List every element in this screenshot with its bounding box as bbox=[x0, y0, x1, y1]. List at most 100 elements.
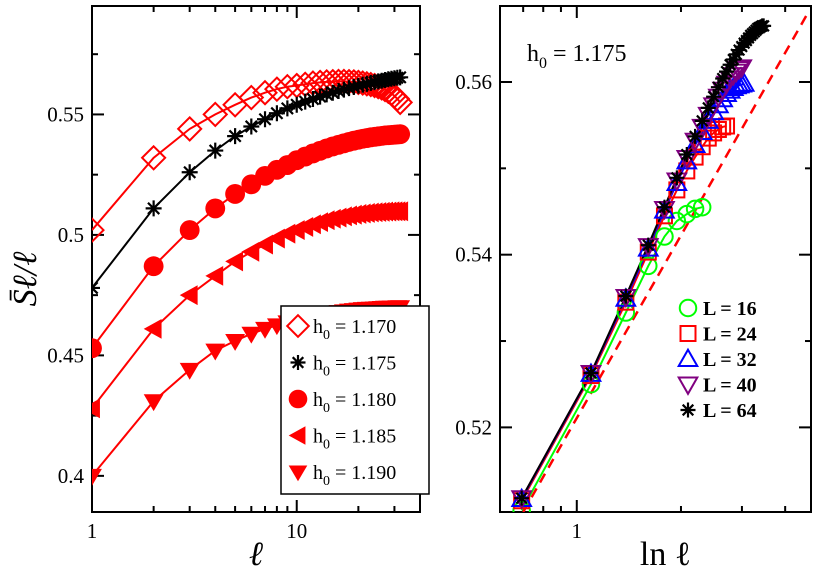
data-point bbox=[655, 227, 674, 246]
data-point bbox=[304, 91, 321, 108]
data-point bbox=[694, 113, 710, 129]
data-point bbox=[238, 84, 265, 111]
data-point bbox=[639, 256, 658, 276]
data-point bbox=[715, 71, 731, 87]
data-point bbox=[719, 64, 735, 80]
data-point bbox=[312, 88, 329, 105]
plot-area bbox=[510, 9, 811, 512]
legend-marker bbox=[285, 313, 311, 339]
legend-marker bbox=[288, 426, 306, 445]
data-point bbox=[706, 89, 722, 105]
data-point bbox=[92, 279, 100, 296]
y-axis-label: S̄ℓ/ℓ bbox=[7, 252, 44, 307]
data-point bbox=[207, 142, 224, 159]
data-point bbox=[392, 69, 409, 86]
legend: L = 16 L = 24 L = 32 L = 40 L = 64 bbox=[676, 298, 757, 422]
fit-line bbox=[522, 9, 811, 512]
data-point bbox=[667, 211, 687, 231]
legend-marker bbox=[680, 402, 696, 418]
y-tick-label: 0.54 bbox=[455, 243, 492, 267]
data-point bbox=[92, 468, 102, 486]
data-point bbox=[255, 234, 273, 255]
data-point bbox=[718, 117, 736, 135]
legend-label: h0 = 1.190 bbox=[313, 462, 396, 489]
data-point bbox=[243, 118, 260, 135]
data-point bbox=[202, 101, 229, 128]
data-point bbox=[288, 96, 305, 113]
data-point bbox=[685, 199, 705, 219]
data-point bbox=[324, 84, 341, 101]
data-point bbox=[730, 59, 753, 79]
data-point bbox=[268, 105, 285, 122]
data-point bbox=[176, 115, 203, 142]
data-point bbox=[656, 199, 672, 215]
legend-label: h0 = 1.175 bbox=[313, 353, 396, 380]
plot-frame bbox=[91, 5, 421, 513]
data-point bbox=[279, 100, 296, 117]
data-point bbox=[318, 86, 335, 103]
data-point bbox=[143, 318, 162, 339]
data-point bbox=[205, 198, 226, 219]
data-point bbox=[669, 170, 685, 186]
data-point bbox=[756, 18, 772, 34]
data-point bbox=[640, 237, 656, 253]
data-point bbox=[179, 220, 200, 241]
data-point bbox=[225, 251, 244, 272]
data-point bbox=[143, 394, 164, 412]
data-point bbox=[241, 326, 262, 344]
data-point bbox=[225, 333, 246, 351]
data-point bbox=[330, 83, 347, 100]
data-point bbox=[92, 217, 105, 244]
data-point bbox=[679, 147, 695, 163]
plot-frame bbox=[499, 5, 812, 513]
data-point bbox=[297, 93, 314, 110]
legend-marker bbox=[676, 347, 700, 367]
x-axis-label: ln ℓ bbox=[640, 536, 691, 571]
legend-label: h0 = 1.180 bbox=[313, 389, 396, 416]
data-point bbox=[205, 343, 226, 361]
y-tick-label: 0.45 bbox=[47, 343, 84, 367]
legend-label: L = 40 bbox=[703, 375, 757, 397]
legend: h0 = 1.170 h0 = 1.175 h0 = 1.180 h0 = 1.185… bbox=[280, 305, 430, 495]
data-point bbox=[179, 285, 198, 306]
data-point bbox=[725, 52, 741, 68]
data-point bbox=[241, 241, 260, 262]
legend-label: L = 24 bbox=[703, 324, 757, 346]
data-point bbox=[227, 128, 244, 145]
data-point bbox=[345, 78, 362, 95]
data-point bbox=[92, 398, 100, 419]
legend-marker bbox=[288, 389, 308, 409]
legend-marker bbox=[288, 465, 308, 482]
data-point bbox=[255, 321, 275, 339]
data-point bbox=[145, 200, 162, 217]
data-point bbox=[252, 79, 278, 106]
x-tick-label: 10 bbox=[286, 519, 307, 543]
legend-label: L = 32 bbox=[703, 349, 757, 371]
data-point bbox=[92, 338, 102, 359]
data-point bbox=[205, 265, 224, 286]
annotation: h0 = 1.175 bbox=[527, 41, 627, 72]
legend-marker bbox=[678, 298, 698, 318]
data-point bbox=[700, 100, 716, 116]
y-tick-label: 0.4 bbox=[58, 464, 85, 488]
data-point bbox=[722, 57, 738, 73]
data-point bbox=[341, 80, 357, 97]
data-point bbox=[514, 490, 530, 506]
y-tick-label: 0.52 bbox=[455, 415, 492, 439]
data-point bbox=[583, 365, 599, 381]
data-point bbox=[179, 362, 200, 380]
data-point bbox=[618, 288, 634, 304]
y-tick-label: 0.5 bbox=[58, 223, 84, 247]
data-point bbox=[225, 184, 246, 204]
data-point bbox=[390, 201, 409, 222]
data-point bbox=[687, 128, 703, 144]
x-axis-label: ℓ bbox=[249, 536, 263, 571]
data-point bbox=[181, 164, 198, 181]
y-tick-label: 0.56 bbox=[455, 70, 492, 94]
data-point bbox=[143, 256, 164, 277]
legend-marker bbox=[676, 376, 700, 396]
data-point bbox=[733, 72, 756, 92]
